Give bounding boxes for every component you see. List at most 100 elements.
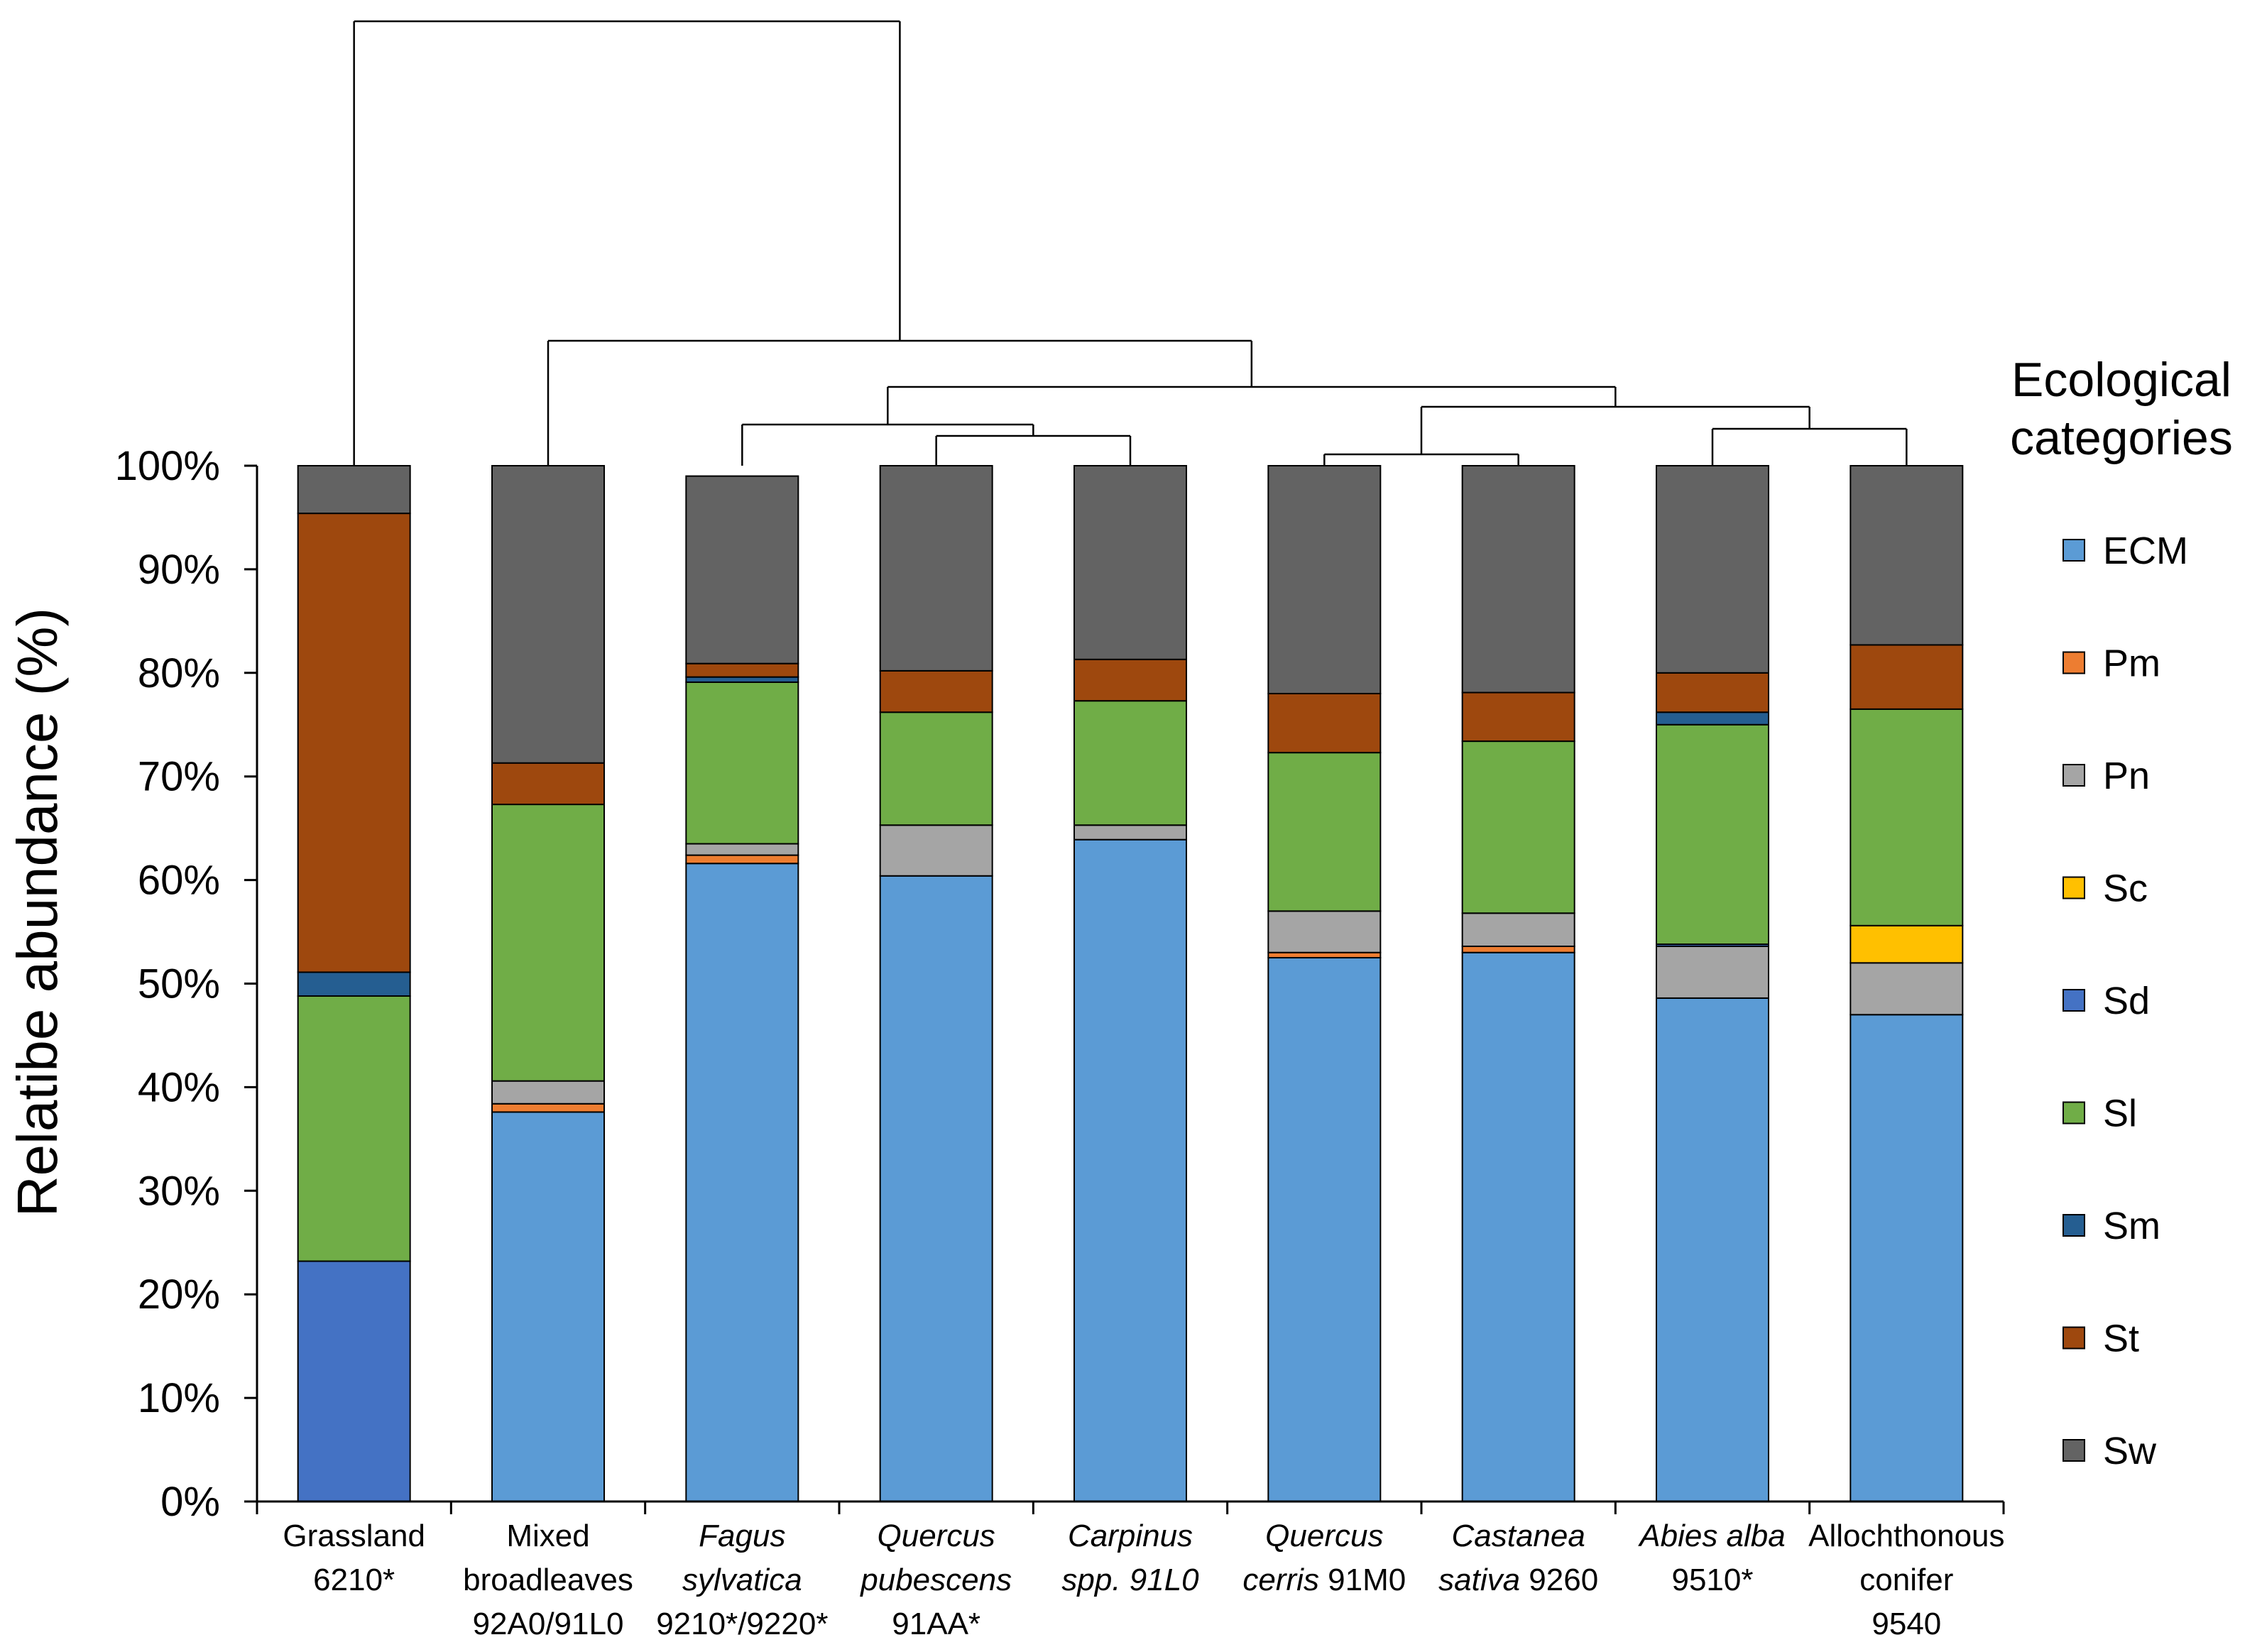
y-tick-label: 50% [138, 961, 220, 1007]
bar-segment-sl-6 [1461, 740, 1575, 914]
bar-segment-sm-0 [297, 971, 411, 997]
bar-segment-sw-7 [1656, 465, 1769, 674]
y-tick-label: 0% [160, 1479, 220, 1525]
bar-segment-sl-5 [1267, 752, 1382, 912]
bar-segment-sl-1 [491, 804, 605, 1082]
bar-segment-pn-1 [491, 1080, 605, 1105]
bar-segment-sl-4 [1073, 700, 1187, 826]
bar-segment-ecm-7 [1656, 997, 1769, 1502]
x-tick-label-1-line3: 92A0/91L0 [473, 1607, 624, 1641]
legend-swatch-pm [2062, 651, 2085, 674]
x-tick-label-2-line3: 9210*/9220* [656, 1607, 828, 1641]
x-tick-label-2-line2: sylvatica [682, 1563, 802, 1597]
x-tick-label-5-line2: cerris 91M0 [1242, 1563, 1406, 1597]
bar-segment-sl-2 [685, 681, 799, 845]
bar-segment-st-5 [1267, 692, 1382, 754]
legend-label-sw: Sw [2103, 1430, 2157, 1472]
bar-segment-pn-6 [1461, 912, 1575, 947]
x-tick-label-3-line2: pubescens [859, 1563, 1012, 1597]
x-tick-label-1-line2: broadleaves [463, 1563, 633, 1597]
legend-swatch-st [2062, 1326, 2085, 1350]
bar-segment-pn-5 [1267, 910, 1382, 953]
legend-swatch-sw [2062, 1439, 2085, 1462]
bar-segment-ecm-6 [1461, 951, 1575, 1502]
legend-swatch-sm [2062, 1214, 2085, 1237]
x-tick-label-6-line1: Castanea [1451, 1519, 1585, 1553]
bar-segment-sl-7 [1656, 723, 1769, 946]
legend-swatch-ecm [2062, 539, 2085, 562]
dendrogram [353, 20, 1908, 466]
bar-segment-pm-5 [1267, 951, 1382, 959]
legend-title-line1: Ecological [2011, 353, 2231, 407]
legend: Ecological categories ECM Pm Pn Sc Sd Sl Sm St S… [2010, 353, 2233, 1472]
x-tick-label-7-line2: 9510* [1671, 1563, 1753, 1597]
bar-segment-st-7 [1656, 672, 1769, 713]
legend-swatch-sd [2062, 989, 2085, 1012]
x-tick-label-4-line2: spp. 91L0 [1061, 1563, 1199, 1597]
y-tick-label: 60% [138, 858, 220, 904]
y-tick-label: 80% [138, 650, 220, 696]
y-tick-label: 70% [138, 754, 220, 800]
y-tick-label: 20% [138, 1271, 220, 1318]
bar-segment-sw-3 [879, 465, 993, 672]
legend-label-ecm: ECM [2103, 530, 2188, 572]
x-tick-label-8-line2: conifer [1859, 1563, 1953, 1597]
bar-segment-ecm-5 [1267, 957, 1382, 1502]
bar-segment-pn-3 [879, 824, 993, 877]
bar-segment-sw-8 [1850, 465, 1964, 646]
legend-swatch-sc [2062, 876, 2085, 899]
bar-segment-pn-8 [1850, 962, 1964, 1016]
bar-segment-sc-8 [1850, 924, 1964, 964]
bar-segment-sd-0 [297, 1260, 411, 1502]
legend-title-line2: categories [2010, 411, 2233, 465]
axes: Relatibe abundance (%) 0% 10% 20% 30% 40% 50%… [6, 443, 2005, 1525]
bar-segment-ecm-2 [685, 863, 799, 1502]
x-tick-label-1-line1: Mixed [506, 1519, 589, 1553]
bar-segment-st-6 [1461, 691, 1575, 743]
legend-swatch-sl [2062, 1101, 2085, 1125]
x-tick-label-0-line1: Grassland [283, 1519, 425, 1553]
bar-segment-sm-7 [1656, 711, 1769, 726]
y-tick-label: 30% [138, 1168, 220, 1214]
bar-segment-ecm-8 [1850, 1014, 1964, 1502]
legend-label-sd: Sd [2103, 980, 2150, 1022]
x-tick-label-4-line1: Carpinus [1068, 1519, 1193, 1553]
bar-segment-sl-3 [879, 711, 993, 826]
legend-label-sm: Sm [2103, 1205, 2160, 1247]
legend-label-pn: Pn [2103, 755, 2150, 797]
y-tick-label: 10% [138, 1375, 220, 1421]
bar-segment-sl-8 [1850, 708, 1964, 926]
legend-label-st: St [2103, 1318, 2139, 1360]
legend-label-sc: Sc [2103, 868, 2148, 910]
x-tick-label-3-line1: Quercus [878, 1519, 995, 1553]
x-tick-label-7-line1: Abies alba [1637, 1519, 1785, 1553]
bar-segment-sm-2 [685, 676, 799, 683]
bar-segment-sw-4 [1073, 465, 1187, 660]
bar-segment-st-1 [491, 762, 605, 806]
bar-segment-pn-4 [1073, 824, 1187, 841]
bar-segment-st-8 [1850, 644, 1964, 710]
x-tick-label-8-line1: Allochthonous [1808, 1519, 2004, 1553]
y-tick-label: 40% [138, 1064, 220, 1110]
legend-label-pm: Pm [2103, 642, 2160, 685]
bar-segment-pn-2 [685, 843, 799, 856]
bar-segment-pm-2 [685, 854, 799, 865]
bars [297, 465, 1964, 1503]
bar-segment-sl-0 [297, 995, 411, 1262]
bar-segment-sw-1 [491, 465, 605, 764]
bar-segment-pm-6 [1461, 945, 1575, 953]
x-tick-label-6-line2: sativa 9260 [1438, 1563, 1598, 1597]
legend-swatch-pn [2062, 764, 2085, 787]
bar-segment-st-0 [297, 513, 411, 973]
legend-label-sl: Sl [2103, 1093, 2137, 1135]
bar-segment-ecm-3 [879, 875, 993, 1503]
bar-segment-sw-2 [685, 475, 799, 664]
bar-segment-ecm-1 [491, 1111, 605, 1502]
x-tick-labels: Grassland 6210* Mixed broadleaves 92A0/91L0 F… [283, 1519, 2004, 1641]
bar-segment-st-4 [1073, 658, 1187, 702]
bar-segment-st-2 [685, 662, 799, 678]
bar-segment-pn-7 [1656, 945, 1769, 999]
bar-segment-ecm-4 [1073, 838, 1187, 1502]
